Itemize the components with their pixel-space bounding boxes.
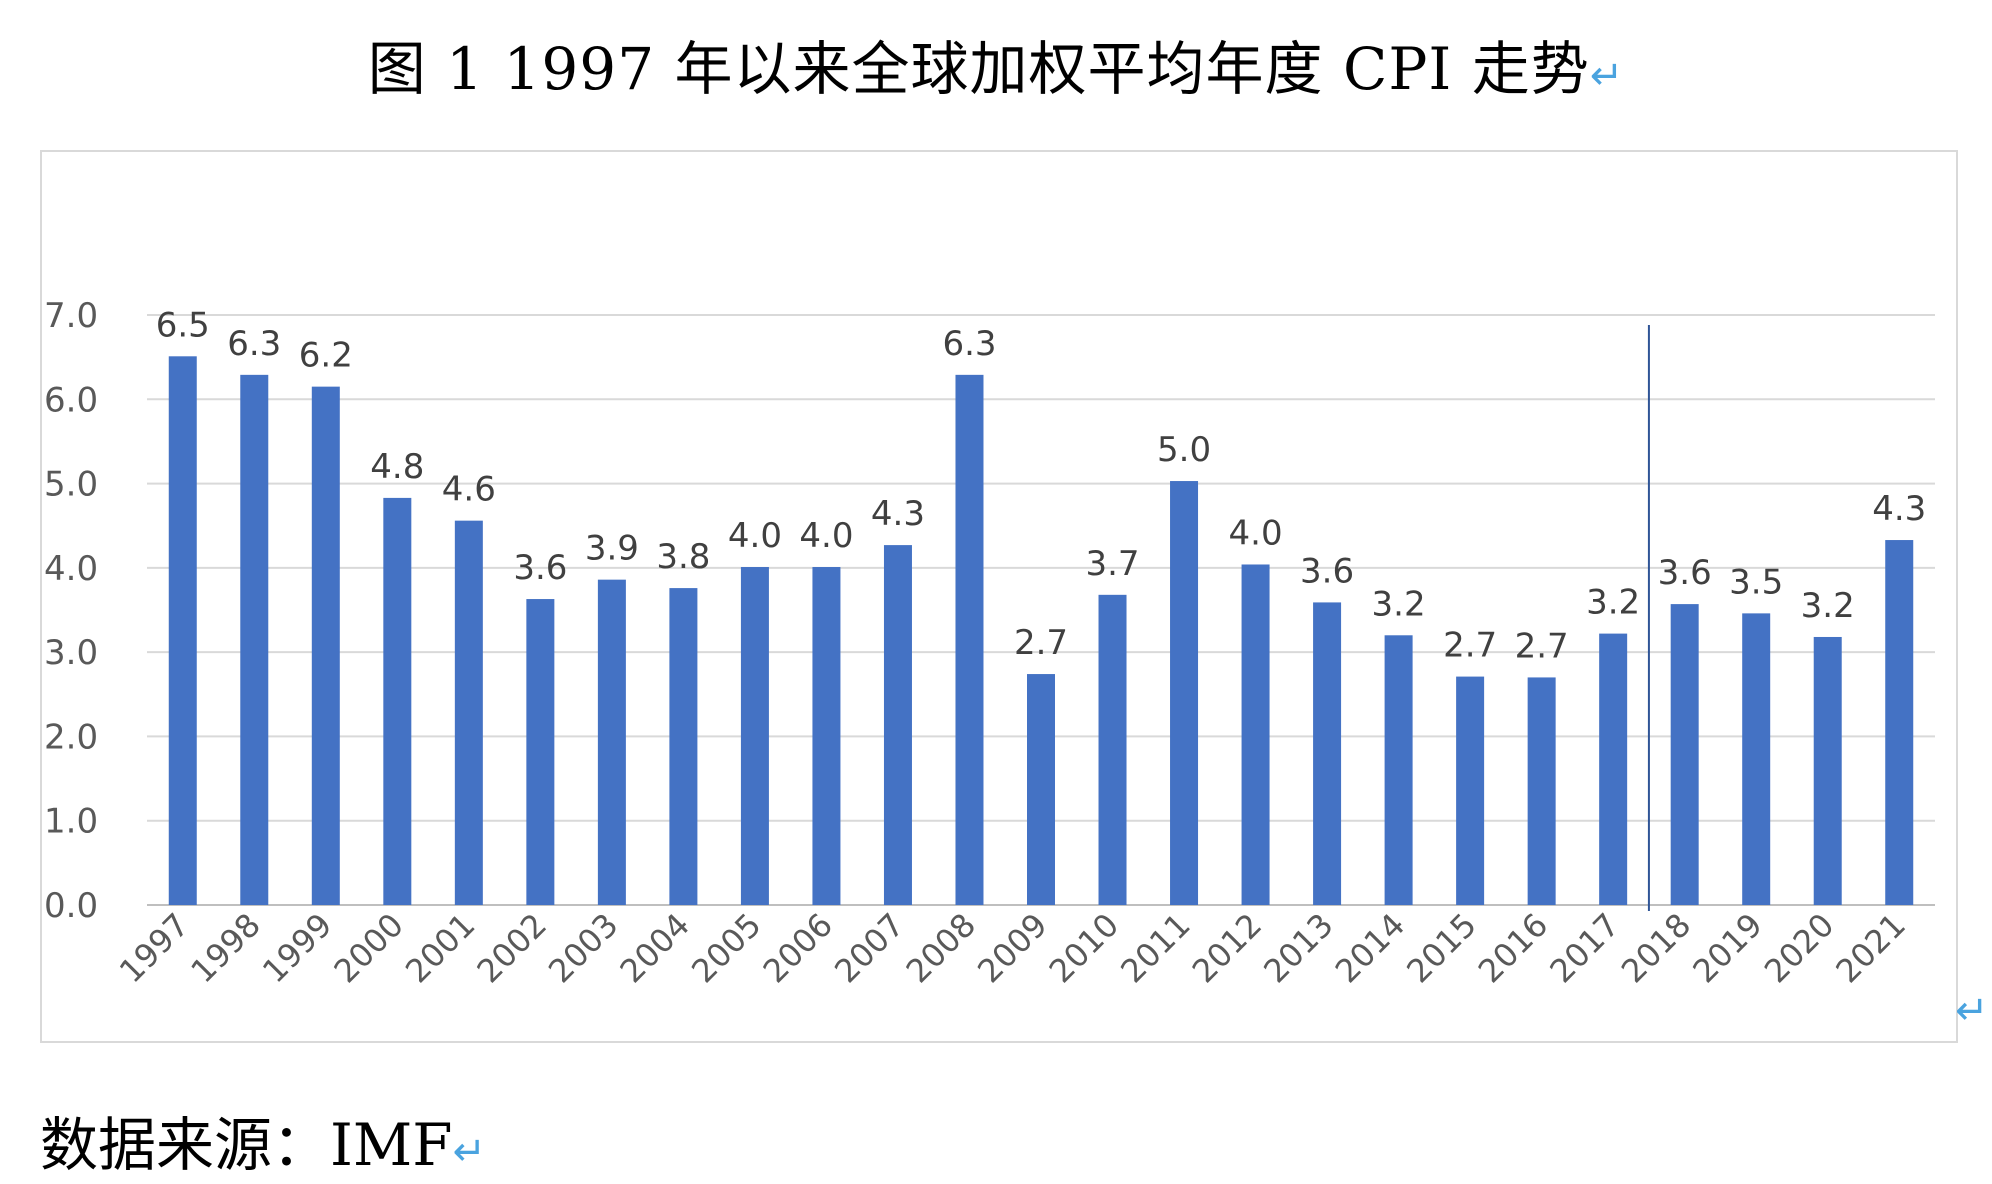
x-tick-label: 1997 <box>112 906 196 990</box>
data-label: 3.7 <box>1085 544 1139 584</box>
bar <box>1027 674 1055 905</box>
x-tick-label: 2001 <box>398 906 482 990</box>
data-label: 3.6 <box>1300 551 1354 591</box>
x-tick-label: 2019 <box>1685 906 1769 990</box>
y-tick-label: 1.0 <box>44 802 98 842</box>
data-label: 4.6 <box>442 470 496 510</box>
x-tick-label: 2014 <box>1328 906 1412 990</box>
bar <box>240 374 269 905</box>
x-tick-label: 2004 <box>613 906 697 990</box>
x-tick-label: 2021 <box>1828 906 1912 990</box>
data-label: 6.5 <box>156 305 210 345</box>
bar <box>812 567 841 905</box>
data-label: 6.3 <box>227 324 281 364</box>
bar <box>1098 594 1127 905</box>
data-label: 3.2 <box>1801 586 1855 626</box>
chart-title-text: 图 1 1997 年以来全球加权平均年度 CPI 走势 <box>367 35 1590 103</box>
x-tick-label: 2005 <box>684 906 768 990</box>
chart-frame: 0.0 1.0 2.0 3.0 4.0 5.0 6.0 7.0 6.5 1997 6.3 1998 6.… <box>40 150 1958 1043</box>
bar <box>1813 636 1842 905</box>
bar <box>1885 540 1914 905</box>
bar <box>1241 564 1270 905</box>
x-tick-label: 2010 <box>1042 906 1126 990</box>
source-text: 数据来源：IMF <box>40 1111 453 1179</box>
bar <box>1599 633 1628 905</box>
x-tick-label: 2009 <box>970 906 1054 990</box>
data-label: 3.6 <box>1658 553 1712 593</box>
x-tick-label: 2003 <box>541 906 625 990</box>
data-label: 3.2 <box>1586 583 1640 623</box>
bar <box>526 599 555 905</box>
data-label: 4.3 <box>871 494 925 534</box>
bar <box>1456 676 1485 905</box>
bar <box>1313 602 1342 905</box>
data-label: 4.0 <box>1229 513 1283 553</box>
y-tick-label: 3.0 <box>44 633 98 673</box>
data-label: 4.3 <box>1872 489 1926 529</box>
data-label: 3.5 <box>1729 562 1783 602</box>
chart-title: 图 1 1997 年以来全球加权平均年度 CPI 走势↵ <box>0 22 1992 106</box>
data-label: 6.3 <box>942 324 996 364</box>
bar <box>1527 677 1556 905</box>
x-tick-label: 2008 <box>899 906 983 990</box>
x-tick-label: 2007 <box>827 906 911 990</box>
x-tick-label: 2011 <box>1113 906 1197 990</box>
return-mark-icon: ↵ <box>452 1129 487 1175</box>
bar <box>1670 604 1699 905</box>
x-tick-label: 2020 <box>1757 906 1841 990</box>
bar <box>168 356 197 905</box>
x-tick-label: 2002 <box>470 906 554 990</box>
bar <box>955 374 984 905</box>
data-label: 2.7 <box>1443 626 1497 666</box>
bar <box>597 579 626 905</box>
bar <box>1384 635 1413 905</box>
return-mark-icon: ↵ <box>1589 53 1625 99</box>
data-label: 3.9 <box>585 529 639 569</box>
y-tick-label: 6.0 <box>44 380 98 420</box>
source-note: 数据来源：IMF↵ <box>40 1098 486 1182</box>
bar <box>740 567 769 905</box>
bar <box>1742 613 1771 905</box>
data-label: 3.8 <box>656 537 710 577</box>
data-label: 2.7 <box>1014 623 1068 663</box>
x-tick-label: 2013 <box>1256 906 1340 990</box>
data-label: 2.7 <box>1515 626 1569 666</box>
x-tick-label: 2016 <box>1471 906 1555 990</box>
data-label: 3.6 <box>513 548 567 588</box>
bar <box>454 520 483 905</box>
data-label: 4.8 <box>370 447 424 487</box>
bar <box>669 588 698 905</box>
x-tick-label: 2006 <box>756 906 840 990</box>
x-tick-label: 1998 <box>183 906 267 990</box>
bar <box>311 386 340 906</box>
y-tick-label: 0.0 <box>44 886 98 926</box>
x-tick-label: 2017 <box>1542 906 1626 990</box>
bar-chart: 0.0 1.0 2.0 3.0 4.0 5.0 6.0 7.0 6.5 1997 6.3 1998 6.… <box>44 296 1935 990</box>
bar <box>383 497 412 905</box>
data-label: 3.2 <box>1372 584 1426 624</box>
y-tick-label: 2.0 <box>44 717 98 757</box>
x-tick-label: 2018 <box>1614 906 1698 990</box>
y-tick-label: 4.0 <box>44 549 98 589</box>
y-tick-label: 5.0 <box>44 465 98 505</box>
x-tick-label: 1999 <box>255 906 339 990</box>
data-label: 6.2 <box>299 336 353 376</box>
bar <box>1170 481 1199 905</box>
data-label: 4.0 <box>799 516 853 556</box>
bar <box>883 545 912 905</box>
return-mark-icon: ↵ <box>1955 988 1989 1034</box>
x-tick-label: 2000 <box>327 906 411 990</box>
x-tick-label: 2012 <box>1185 906 1269 990</box>
data-label: 4.0 <box>728 516 782 556</box>
x-tick-label: 2015 <box>1399 906 1483 990</box>
data-label: 5.0 <box>1157 430 1211 470</box>
y-tick-label: 7.0 <box>44 296 98 336</box>
